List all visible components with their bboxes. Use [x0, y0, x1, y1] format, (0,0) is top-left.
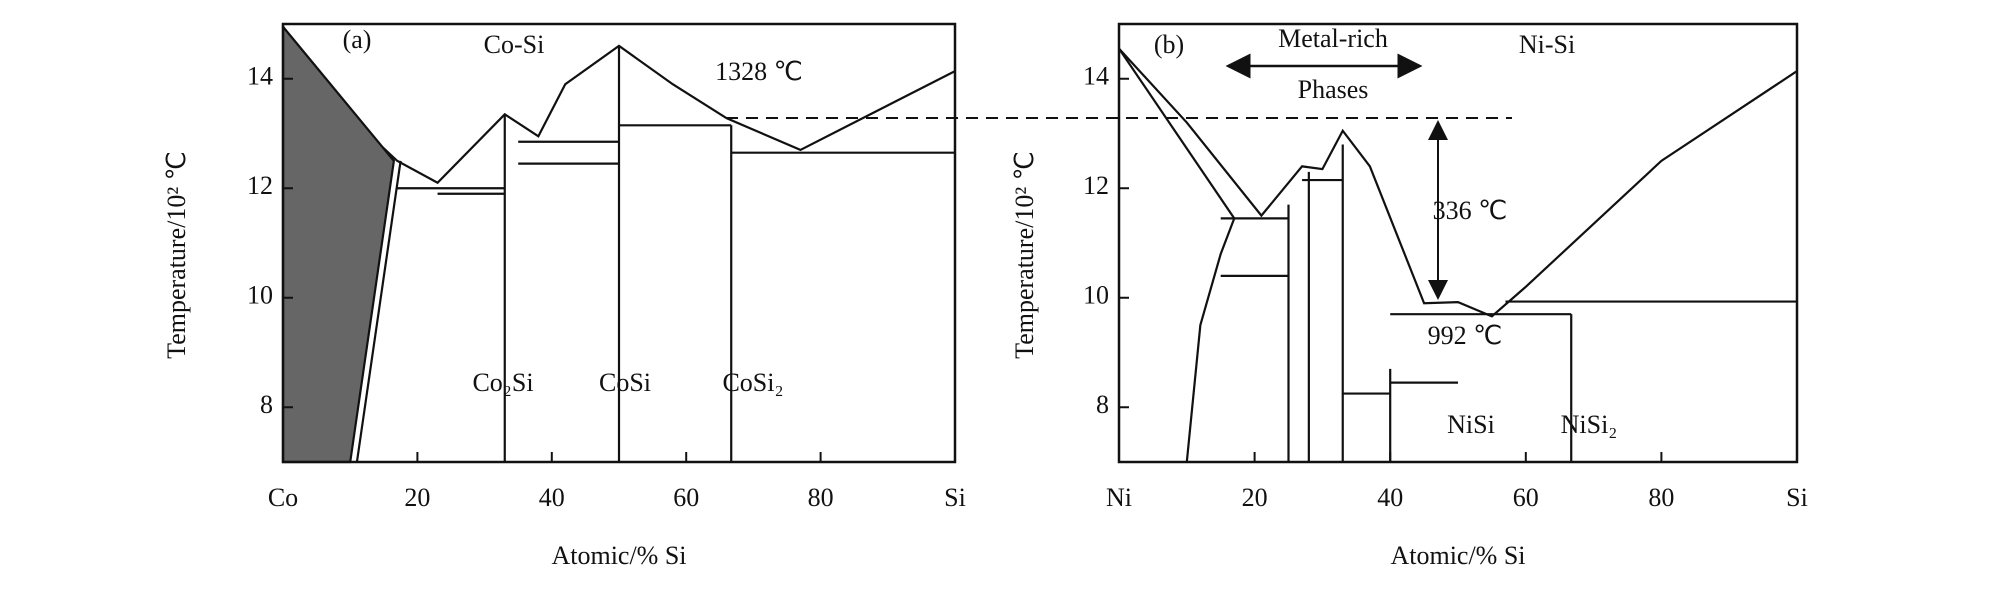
phase-region — [281, 23, 396, 464]
y-tick-label: 12 — [247, 171, 273, 200]
panel-label: (a) — [343, 25, 372, 54]
phase-boundary — [1118, 47, 1798, 318]
x-axis-label: Atomic/% Si — [551, 541, 686, 570]
phase-boundary — [282, 26, 956, 185]
x-axis-label: Atomic/% Si — [1390, 541, 1525, 570]
y-tick-label: 8 — [1096, 390, 1109, 419]
annotation: Co₂Si — [472, 368, 533, 397]
y-axis-label: Temperature/10² ℃ — [1010, 151, 1039, 359]
x-tick-label: 20 — [404, 483, 430, 512]
plot-frame — [281, 22, 957, 464]
phase-boundary — [1185, 217, 1236, 463]
x-tick-label: 60 — [673, 483, 699, 512]
annotation: Metal-rich — [1278, 24, 1388, 53]
annotation: 336 ℃ — [1433, 196, 1508, 225]
y-tick-label: 10 — [247, 281, 273, 310]
y-tick-label: 14 — [1083, 62, 1109, 91]
x-tick-label: 40 — [539, 483, 565, 512]
y-tick-label: 8 — [260, 390, 273, 419]
annotation: Phases — [1298, 75, 1369, 104]
x-tick-label: 20 — [1242, 483, 1268, 512]
x-tick-label: 60 — [1513, 483, 1539, 512]
panel-label: (b) — [1154, 30, 1184, 59]
y-axis-label: Temperature/10² ℃ — [162, 151, 191, 359]
system-label: Co-Si — [484, 30, 545, 59]
annotation: 992 ℃ — [1428, 321, 1503, 350]
x-tick-label: 40 — [1377, 483, 1403, 512]
x-tick-label: Si — [944, 483, 966, 512]
annotation: NiSi — [1447, 410, 1495, 439]
x-tick-label: Si — [1786, 483, 1808, 512]
x-tick-label: Co — [268, 483, 298, 512]
y-tick-label: 10 — [1083, 281, 1109, 310]
phase-boundary — [355, 160, 402, 463]
annotation: CoSi₂ — [722, 368, 783, 397]
annotation: 1328 ℃ — [715, 57, 803, 86]
plot-frame — [1117, 22, 1799, 464]
x-tick-label: 80 — [808, 483, 834, 512]
x-tick-label: 80 — [1648, 483, 1674, 512]
phase-boundary — [1118, 48, 1236, 219]
system-label: Ni-Si — [1519, 30, 1575, 59]
y-tick-label: 12 — [1083, 171, 1109, 200]
annotation: NiSi₂ — [1561, 410, 1618, 439]
y-tick-label: 14 — [247, 62, 273, 91]
x-tick-label: Ni — [1106, 483, 1132, 512]
annotation: CoSi — [599, 368, 651, 397]
